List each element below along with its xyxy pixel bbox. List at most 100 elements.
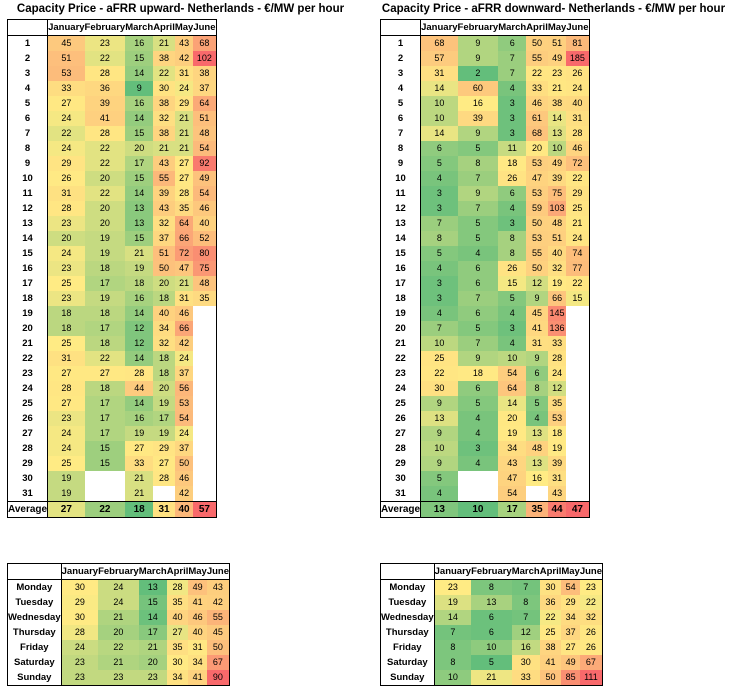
value-cell: 27 (174, 156, 194, 171)
value-cell: 22 (84, 141, 126, 156)
value-cell: 33 (125, 456, 154, 471)
value-cell: 17 (84, 411, 126, 426)
column-header-may: May (561, 563, 580, 580)
value-cell: 24 (61, 640, 99, 655)
table-row: 23 22 18 54 6 24 (380, 366, 590, 381)
value-cell: 28 (174, 186, 194, 201)
value-cell: 50 (153, 261, 175, 276)
value-cell: 36 (539, 595, 562, 610)
value-cell: 48 (547, 216, 567, 231)
table-row: 26 23 17 16 17 54 (7, 411, 217, 426)
day-label: 4 (380, 81, 422, 96)
day-label: 19 (380, 306, 422, 321)
day-label: 30 (380, 471, 422, 486)
value-cell: 66 (174, 231, 194, 246)
value-cell: 4 (457, 411, 499, 426)
value-cell: 49 (561, 655, 580, 670)
table-row: 9 5 8 18 53 49 72 (380, 156, 589, 171)
table-row: 6 24 41 14 32 21 51 (7, 111, 216, 126)
value-cell: 18 (84, 306, 126, 321)
value-cell: 18 (125, 276, 154, 291)
day-label: 15 (380, 246, 422, 261)
value-cell: 51 (193, 111, 216, 126)
value-cell: 55 (206, 610, 230, 625)
day-label: 21 (380, 336, 422, 351)
table-row: 26 13 4 20 4 53 (380, 411, 590, 426)
value-cell: 23 (138, 670, 167, 686)
table-row: Monday 30 24 13 28 49 43 (7, 579, 230, 595)
average-cell: 40 (174, 501, 194, 518)
value-cell: 8 (498, 231, 527, 246)
value-cell: 41 (526, 321, 548, 336)
table-row: 3 31 2 7 22 23 26 (380, 66, 589, 81)
upward-weekday-table: January February March April May June Monday 30… (7, 563, 231, 686)
value-cell: 22 (539, 610, 562, 625)
value-cell: 28 (84, 126, 126, 141)
upward-weekday-header-row: January February March April May June (7, 563, 230, 580)
table-row: Friday 8 10 16 38 27 26 (380, 640, 603, 655)
value-cell: 31 (47, 186, 85, 201)
value-cell: 5 (498, 291, 527, 306)
value-cell: 46 (566, 141, 589, 156)
weekday-label: Tuesday (380, 595, 435, 610)
day-label: 19 (7, 306, 49, 321)
value-cell: 5 (457, 231, 499, 246)
value-cell: 25 (47, 336, 85, 351)
value-cell: 18 (84, 381, 126, 396)
value-cell: 13 (125, 201, 154, 216)
value-cell: 21 (471, 670, 512, 686)
value-cell: 22 (84, 186, 126, 201)
day-label: 27 (380, 426, 422, 441)
value-cell: 37 (153, 231, 175, 246)
value-cell: 39 (547, 171, 567, 186)
value-cell: 53 (526, 156, 548, 171)
value-cell: 22 (84, 51, 126, 66)
day-label: 26 (7, 411, 49, 426)
value-cell: 42 (174, 51, 194, 66)
day-label: 25 (380, 396, 422, 411)
day-label: 11 (380, 186, 422, 201)
value-cell: 24 (174, 351, 194, 366)
value-cell (85, 471, 126, 486)
value-cell: 40 (547, 246, 567, 261)
table-row: 10 4 7 26 47 39 22 (380, 171, 589, 186)
day-label: 6 (380, 111, 422, 126)
value-cell: 37 (174, 366, 194, 381)
value-cell: 6 (457, 381, 499, 396)
value-cell: 48 (526, 441, 548, 456)
weekday-label: Thursday (380, 625, 435, 640)
average-cell: 47 (566, 501, 589, 518)
value-cell: 5 (457, 141, 499, 156)
value-cell: 43 (206, 579, 230, 595)
table-row: 12 3 7 4 59 103 25 (380, 201, 589, 216)
value-cell: 26 (498, 171, 527, 186)
table-row: 22 31 22 14 18 24 (7, 351, 217, 366)
weekday-label: Monday (7, 579, 62, 595)
value-cell: 49 (547, 156, 567, 171)
value-cell: 53 (526, 186, 548, 201)
value-cell: 49 (193, 171, 216, 186)
weekday-label: Thursday (7, 625, 62, 640)
table-row: 7 22 28 15 38 21 48 (7, 126, 216, 141)
value-cell: 19 (547, 441, 567, 456)
value-cell: 16 (125, 411, 154, 426)
value-cell: 5 (471, 655, 512, 670)
value-cell: 24 (47, 111, 85, 126)
day-label: 28 (7, 441, 49, 456)
value-cell (458, 471, 499, 486)
value-cell: 16 (125, 291, 154, 306)
day-label: 16 (380, 261, 422, 276)
value-cell: 26 (579, 640, 603, 655)
value-cell: 46 (193, 201, 216, 216)
value-cell (566, 396, 589, 411)
value-cell: 17 (84, 426, 126, 441)
corner-cell (7, 19, 49, 36)
value-cell: 31 (566, 111, 589, 126)
table-row: 1 45 23 16 21 43 68 (7, 35, 216, 51)
value-cell: 5 (420, 156, 458, 171)
value-cell (193, 441, 216, 456)
value-cell: 40 (566, 96, 589, 111)
value-cell: 34 (153, 321, 175, 336)
value-cell: 39 (457, 111, 499, 126)
value-cell: 3 (498, 126, 527, 141)
